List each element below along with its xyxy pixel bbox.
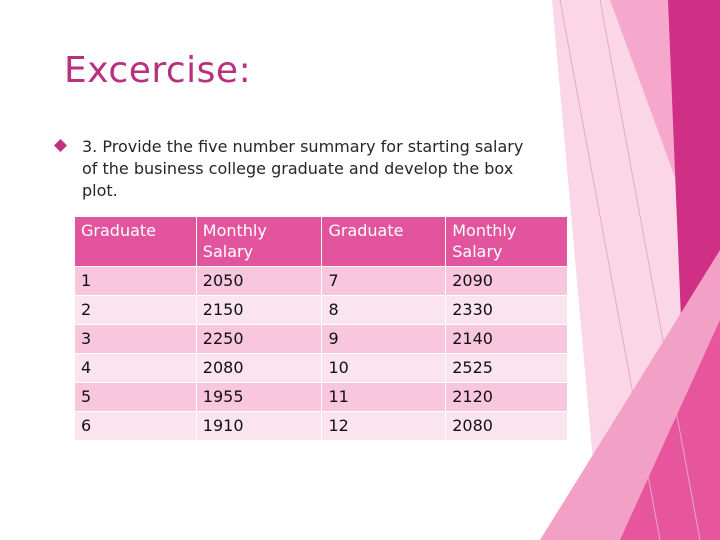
table-row: 2 2150 8 2330 bbox=[74, 295, 568, 325]
table-cell: 2120 bbox=[445, 382, 568, 412]
table-cell: 9 bbox=[321, 324, 447, 354]
table-cell: 2525 bbox=[445, 353, 568, 383]
table-cell: 2080 bbox=[445, 411, 568, 441]
header-monthly-salary: Monthly Salary bbox=[445, 216, 568, 267]
header-graduate: Graduate bbox=[74, 216, 197, 267]
table-row: 4 2080 10 2525 bbox=[74, 353, 568, 383]
table-cell: 2 bbox=[74, 295, 197, 325]
table-cell: 12 bbox=[321, 411, 447, 441]
bullet-text: 3. Provide the five number summary for s… bbox=[82, 137, 524, 200]
table-header-row: Graduate Monthly Salary Graduate Monthly… bbox=[74, 216, 568, 267]
table-cell: 1955 bbox=[195, 382, 323, 412]
table-cell: 3 bbox=[74, 324, 197, 354]
table-row: 3 2250 9 2140 bbox=[74, 324, 568, 354]
table-cell: 1910 bbox=[195, 411, 323, 441]
decor-triangle-lower-dark bbox=[620, 320, 720, 540]
bullet-point: 3. Provide the five number summary for s… bbox=[54, 136, 534, 202]
table-cell: 2330 bbox=[445, 295, 568, 325]
header-graduate: Graduate bbox=[321, 216, 447, 267]
table-cell: 2250 bbox=[195, 324, 323, 354]
table-cell: 7 bbox=[321, 266, 447, 296]
table-cell: 5 bbox=[74, 382, 197, 412]
table-cell: 11 bbox=[321, 382, 447, 412]
table-cell: 2150 bbox=[195, 295, 323, 325]
table-cell: 1 bbox=[74, 266, 197, 296]
table-cell: 4 bbox=[74, 353, 197, 383]
slide-title: Excercise: bbox=[64, 50, 252, 91]
table-row: 1 2050 7 2090 bbox=[74, 266, 568, 296]
table-row: 6 1910 12 2080 bbox=[74, 411, 568, 441]
table-cell: 2080 bbox=[195, 353, 323, 383]
table-row: 5 1955 11 2120 bbox=[74, 382, 568, 412]
header-monthly-salary: Monthly Salary bbox=[195, 216, 323, 267]
table-cell: 2090 bbox=[445, 266, 568, 296]
salary-table: Graduate Monthly Salary Graduate Monthly… bbox=[74, 216, 568, 441]
table-cell: 6 bbox=[74, 411, 197, 441]
diamond-bullet-icon bbox=[54, 139, 67, 152]
decor-line bbox=[559, 0, 661, 540]
table-cell: 2050 bbox=[195, 266, 323, 296]
table-cell: 8 bbox=[321, 295, 447, 325]
decor-line bbox=[599, 0, 701, 540]
table-cell: 10 bbox=[321, 353, 447, 383]
table-cell: 2140 bbox=[445, 324, 568, 354]
